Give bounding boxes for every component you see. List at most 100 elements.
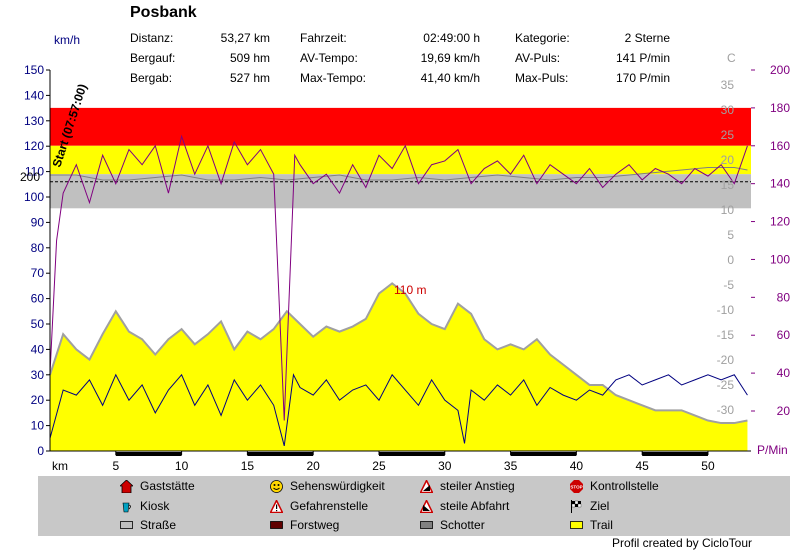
left-axis-tick-label: 110 <box>25 165 44 179</box>
steep-descent-icon <box>420 500 433 513</box>
pulse-axis-tick-label: 80 <box>777 290 791 304</box>
warning-icon <box>270 500 283 513</box>
legend-label-kiosk: Kiosk <box>140 499 170 513</box>
legend-label-sehenswuerdigkeit: Sehenswürdigkeit <box>290 479 385 493</box>
track-segment <box>247 452 314 456</box>
temperature-axis-tick-label: -5 <box>723 278 734 292</box>
temperature-line <box>50 167 748 181</box>
legend-label-steiler-anstieg: steiler Anstieg <box>440 479 515 493</box>
track-segment <box>115 452 182 456</box>
x-axis-tick-label: 10 <box>175 459 189 473</box>
left-axis-tick-label: 150 <box>24 63 44 77</box>
legend: Gaststätte Sehenswürdigkeit steiler Anst… <box>38 476 790 536</box>
left-axis-unit: km/h <box>54 33 80 47</box>
stat-value-distance: 53,27 km <box>220 31 270 45</box>
track-segment <box>510 452 577 456</box>
stat-label-descent: Bergab: <box>130 71 173 85</box>
elevation-area <box>50 283 748 451</box>
left-axis-tick-label: 140 <box>24 88 44 102</box>
left-axis-tick-label: 60 <box>31 292 45 306</box>
stat-label-category: Kategorie: <box>515 31 570 45</box>
left-axis-tick-label: 130 <box>24 114 44 128</box>
pulse-axis-tick-label: 20 <box>777 404 791 418</box>
left-axis-tick-label: 40 <box>31 342 45 356</box>
stat-label-max-pulse: Max-Puls: <box>515 71 569 85</box>
gravel-swatch-icon <box>420 521 433 529</box>
stat-value-descent: 527 hm <box>229 71 270 85</box>
legend-label-forstweg: Forstweg <box>290 518 340 532</box>
pulse-line <box>49 134 748 421</box>
stat-label-distance: Distanz: <box>130 31 174 45</box>
stat-value-ascent: 509 hm <box>229 51 270 65</box>
steep-climb-icon <box>420 480 433 493</box>
temperature-axis-tick-label: -25 <box>717 378 735 392</box>
track-segment <box>378 452 445 456</box>
temperature-axis-tick-label: 5 <box>727 228 734 242</box>
left-axis-tick-label: 90 <box>31 215 45 229</box>
stat-value-avg-speed: 19,69 km/h <box>420 51 480 65</box>
smiley-icon <box>270 480 283 493</box>
stat-value-avg-pulse: 141 P/min <box>615 51 670 65</box>
x-axis-tick-label: 5 <box>112 459 119 473</box>
stat-label-duration: Fahrzeit: <box>300 31 347 45</box>
stat-value-max-speed: 41,40 km/h <box>420 71 480 85</box>
checkered-flag-icon <box>571 500 582 513</box>
left-axis-tick-label: 80 <box>31 241 45 255</box>
x-axis-label: km <box>52 459 68 473</box>
stat-value-duration: 02:49:00 h <box>423 31 480 45</box>
temperature-axis-tick-label: -15 <box>717 328 735 342</box>
legend-label-gefahrenstelle: Gefahrenstelle <box>290 499 369 513</box>
x-axis-tick-label: 15 <box>241 459 255 473</box>
elevation-outline <box>49 282 748 425</box>
pulse-zone-yellow <box>50 145 751 175</box>
legend-label-strasse: Straße <box>140 518 177 532</box>
temperature-axis-tick-label: 10 <box>721 203 735 217</box>
trail-swatch-icon <box>570 521 583 529</box>
left-axis-tick-label: 30 <box>31 368 45 382</box>
house-icon <box>120 480 133 493</box>
legend-label-kontrollstelle: Kontrollstelle <box>590 479 659 493</box>
temperature-axis-tick-label: 35 <box>721 78 735 92</box>
credit-text: Profil created by CicloTour <box>611 536 752 550</box>
temperature-axis-unit: C <box>727 51 736 65</box>
left-axis-tick-label: 70 <box>31 266 45 280</box>
stat-label-max-speed: Max-Tempo: <box>300 71 367 85</box>
peak-elevation-label: 110 m <box>394 283 426 297</box>
left-axis-tick-label: 10 <box>31 419 45 433</box>
left-axis-tick-label: 50 <box>31 317 45 331</box>
pulse-axis-tick-label: 160 <box>770 139 790 153</box>
pulse-axis-tick-label: 140 <box>770 177 790 191</box>
left-axis-tick-label: 20 <box>31 393 45 407</box>
pulse-axis-tick-label: 40 <box>777 366 791 380</box>
legend-label-gaststaette: Gaststätte <box>140 479 195 493</box>
pulse-axis-tick-label: 200 <box>770 63 790 77</box>
pulse-axis-tick-label: 100 <box>770 252 790 266</box>
temperature-axis-tick-label: -10 <box>717 303 735 317</box>
pulse-axis-tick-label: 180 <box>770 101 790 115</box>
x-axis-tick-label: 50 <box>701 459 715 473</box>
legend-label-steile-abfahrt: steile Abfahrt <box>440 499 510 513</box>
temperature-axis-tick-label: 0 <box>727 253 734 267</box>
cup-icon <box>122 502 131 513</box>
x-axis-tick-label: 25 <box>372 459 386 473</box>
temperature-axis-tick-label: 20 <box>721 153 735 167</box>
elevation-axis-label: 200 <box>20 170 40 184</box>
stat-label-ascent: Bergauf: <box>130 51 176 65</box>
elevation-profile-chart: 0102030405060708090100110120130140150353… <box>20 33 791 473</box>
left-axis-tick-label: 120 <box>24 139 44 153</box>
stat-label-avg-pulse: AV-Puls: <box>515 51 561 65</box>
road-swatch-icon <box>120 521 133 529</box>
temperature-axis-tick-label: -30 <box>717 403 735 417</box>
left-axis-tick-label: 0 <box>37 444 44 458</box>
temperature-axis-tick-label: -20 <box>717 353 735 367</box>
forest-road-swatch-icon <box>270 521 283 529</box>
stop-sign-icon: STOP <box>570 480 583 493</box>
x-axis-tick-label: 45 <box>635 459 649 473</box>
stat-value-max-pulse: 170 P/min <box>615 71 670 85</box>
stat-value-category: 2 Sterne <box>624 31 670 45</box>
legend-label-trail: Trail <box>590 518 613 532</box>
left-axis-tick-label: 100 <box>24 190 44 204</box>
x-axis-tick-label: 40 <box>570 459 584 473</box>
pulse-zone-red <box>50 107 751 146</box>
speed-line <box>49 373 748 447</box>
